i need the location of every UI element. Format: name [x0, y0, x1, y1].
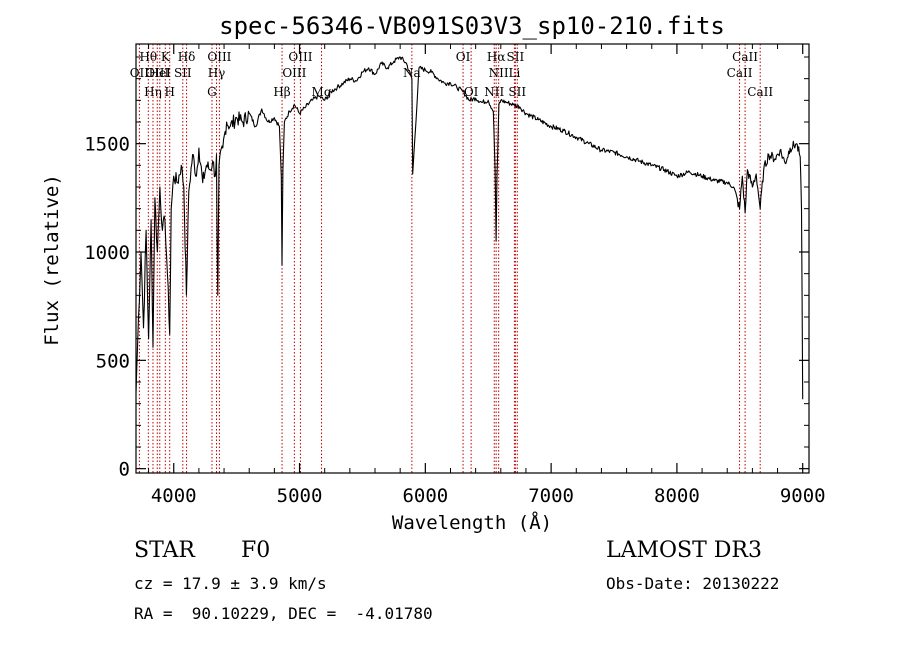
line-marker-label: Hη: [144, 85, 162, 99]
line-marker-label: OI: [464, 85, 479, 99]
line-marker-label: Hθ: [139, 50, 157, 64]
x-axis-label: Wavelength (Å): [392, 511, 552, 534]
spectrum-line: [135, 56, 804, 400]
y-tick-label: 1000: [84, 242, 130, 264]
line-marker-label: OI: [456, 50, 471, 64]
x-tick-label: 5000: [277, 485, 323, 507]
line-marker-label: Hδ: [178, 50, 196, 64]
y-axis-ticks: 0 500 1000 1500: [84, 56, 809, 481]
line-marker-label: HeI: [149, 66, 172, 80]
x-tick-label: 7000: [528, 485, 574, 507]
y-tick-label: 500: [96, 350, 130, 372]
line-marker-label: SII: [508, 85, 526, 99]
y-axis-label: Flux (relative): [41, 174, 63, 346]
line-marker-label: NII: [484, 85, 504, 99]
x-tick-label: 4000: [151, 485, 197, 507]
redshift-velocity: cz = 17.9 ± 3.9 km/s: [134, 574, 327, 593]
line-marker-label: SII: [507, 50, 525, 64]
x-tick-label: 6000: [402, 485, 448, 507]
line-marker-label: Li: [508, 66, 520, 80]
object-class: STAR: [134, 538, 195, 563]
line-marker-label: SII: [174, 66, 192, 80]
coordinates: RA = 90.10229, DEC = -4.01780: [134, 604, 433, 623]
x-axis-ticks: 4000 5000 6000 7000 8000 9000: [148, 44, 826, 507]
line-marker-label: CaII: [727, 66, 753, 80]
y-tick-label: 0: [119, 459, 130, 481]
line-marker-label: Hβ: [273, 85, 290, 99]
x-tick-label: 8000: [654, 485, 700, 507]
line-marker-label: OIII: [207, 50, 231, 64]
y-tick-label: 1500: [84, 134, 130, 156]
line-marker-label: OIII: [282, 66, 306, 80]
line-marker-label: Hγ: [208, 66, 226, 80]
line-marker-label: OII: [130, 66, 150, 80]
x-tick-label: 9000: [780, 485, 826, 507]
survey-name: LAMOST DR3: [606, 538, 762, 563]
plot-frame: [135, 43, 810, 474]
observation-date: Obs-Date: 20130222: [606, 574, 780, 593]
line-marker-label: Mg: [312, 85, 332, 99]
line-marker-label: CaII: [747, 85, 773, 99]
chart-title: spec-56346-VB091S03V3_sp10-210.fits: [219, 12, 725, 40]
line-markers: [138, 44, 761, 473]
line-marker-label: Hα: [487, 50, 506, 64]
line-marker-label: OIII: [288, 50, 312, 64]
line-marker-label: H: [164, 85, 174, 99]
line-marker-label: G: [207, 85, 217, 99]
line-marker-label: NII: [489, 66, 509, 80]
line-marker-label: CaII: [732, 50, 758, 64]
line-marker-label: OIII: [145, 66, 169, 80]
line-marker-label: K: [161, 50, 171, 64]
line-marker-labels: OIIHθHηOIIIHeIKHSIIHδGHγOIIIHβOIIIOIIIMg…: [130, 50, 774, 99]
spectral-subclass: F0: [241, 538, 271, 563]
